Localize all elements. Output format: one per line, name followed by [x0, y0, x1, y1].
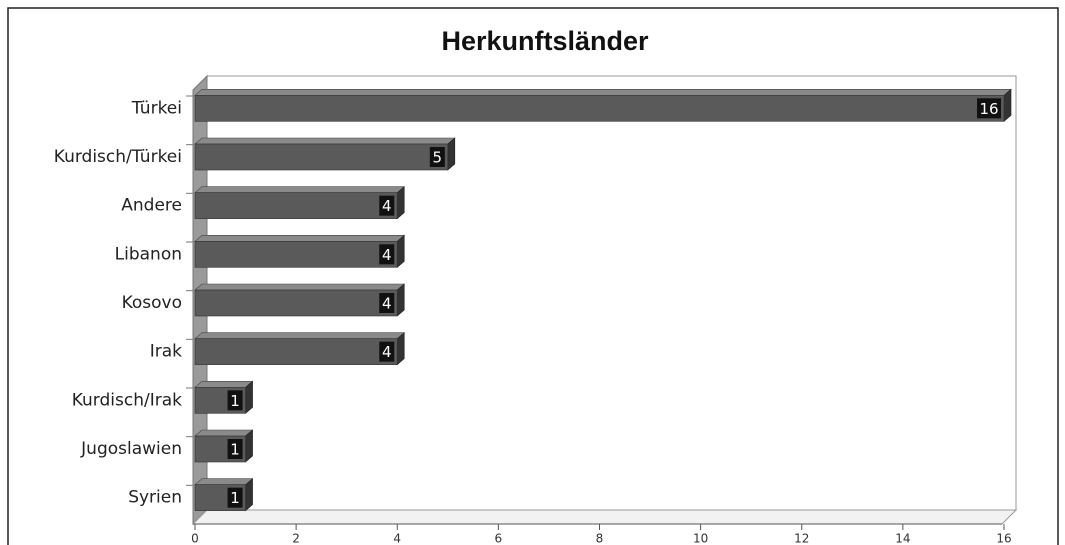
bar-top — [194, 137, 456, 145]
bar-top — [194, 283, 406, 291]
bar-end — [1003, 88, 1012, 122]
y-tick-label: Jugoslawien — [80, 439, 182, 459]
y-tick-label: Libanon — [115, 244, 182, 264]
value-label-box — [429, 147, 445, 167]
x-tick-label: 2 — [292, 532, 300, 545]
y-tick-label: Kurdisch/Türkei — [54, 147, 182, 167]
value-label: 4 — [382, 343, 392, 361]
value-label: 1 — [230, 489, 240, 507]
y-tick-label: Syrien — [128, 488, 182, 508]
value-label: 5 — [433, 149, 443, 167]
value-label-box — [227, 487, 243, 508]
value-label-box — [379, 244, 395, 265]
x-tick-label: 0 — [191, 532, 199, 545]
bar-end — [245, 478, 253, 512]
bar-top — [194, 429, 254, 437]
x-tick-label: 4 — [393, 532, 401, 545]
bar — [194, 192, 398, 219]
x-tick-label: 10 — [693, 532, 708, 545]
bar-end — [396, 332, 405, 366]
value-label: 4 — [382, 295, 392, 313]
value-label: 1 — [230, 441, 240, 459]
bar-end — [245, 380, 253, 414]
value-label-box — [379, 341, 395, 362]
bar-end — [245, 429, 253, 463]
bar-end — [396, 186, 405, 220]
bar — [194, 143, 449, 171]
bar-end — [396, 234, 405, 268]
bar-top — [194, 186, 406, 193]
y-tick-label: Andere — [121, 196, 182, 216]
floor — [191, 509, 1018, 525]
chart-title: Herkunftsländer — [441, 26, 649, 56]
y-tick-label: Türkei — [131, 98, 182, 118]
bar-top — [194, 235, 406, 242]
x-tick-label: 14 — [895, 532, 910, 545]
bar-top — [194, 381, 254, 388]
bar-end — [447, 137, 456, 171]
bar-top — [194, 332, 406, 339]
value-label-box — [977, 98, 1001, 119]
bar — [194, 241, 398, 268]
x-tick-label: 6 — [495, 532, 503, 545]
bar — [194, 289, 398, 317]
value-label: 4 — [382, 197, 392, 215]
value-label: 16 — [979, 100, 998, 118]
bar-top — [194, 89, 1012, 96]
x-tick-label: 12 — [794, 532, 809, 545]
bar — [194, 95, 1005, 122]
y-tick-label: Irak — [150, 342, 182, 362]
bar — [194, 338, 398, 365]
bar-top — [194, 478, 254, 485]
value-label-box — [379, 195, 395, 216]
value-label: 4 — [382, 246, 392, 264]
y-tick-label: Kurdisch/Irak — [72, 390, 182, 410]
x-tick-label: 8 — [596, 532, 604, 545]
value-label-box — [227, 390, 243, 411]
y-tick-label: Kosovo — [122, 293, 182, 313]
bar-end — [396, 283, 405, 317]
value-label-box — [379, 293, 395, 313]
value-label-box — [227, 439, 243, 459]
value-label: 1 — [230, 392, 240, 410]
x-tick-label: 16 — [996, 532, 1011, 545]
